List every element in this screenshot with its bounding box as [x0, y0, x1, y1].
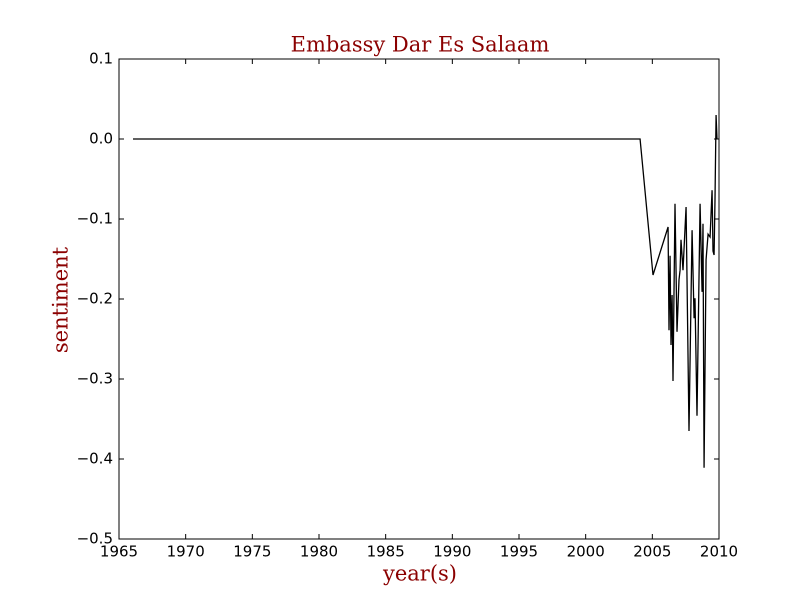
y-tick-label: −0.1 [77, 210, 113, 228]
x-tick-label: 2005 [633, 543, 671, 561]
x-tick-label: 2000 [567, 543, 605, 561]
x-tick-label: 1980 [300, 543, 338, 561]
data-line [133, 114, 718, 468]
chart-title: Embassy Dar Es Salaam [291, 33, 550, 57]
x-tick-label: 1965 [100, 543, 138, 561]
x-tick-label: 1985 [367, 543, 405, 561]
y-tick-label: 0.0 [89, 130, 113, 148]
y-axis-label: sentiment [49, 246, 73, 353]
x-tick-label: 1975 [233, 543, 271, 561]
x-tick-label: 2010 [700, 543, 738, 561]
y-tick-label: −0.4 [77, 450, 113, 468]
plot-frame [118, 58, 720, 540]
y-tick-label: −0.3 [77, 370, 113, 388]
x-tick-label: 1990 [433, 543, 471, 561]
y-tick-label: 0.1 [89, 50, 113, 68]
x-axis-label: year(s) [382, 562, 457, 586]
y-tick-label: −0.5 [77, 530, 113, 548]
x-tick-label: 1970 [167, 543, 205, 561]
x-tick-label: 1995 [500, 543, 538, 561]
y-tick-label: −0.2 [77, 290, 113, 308]
